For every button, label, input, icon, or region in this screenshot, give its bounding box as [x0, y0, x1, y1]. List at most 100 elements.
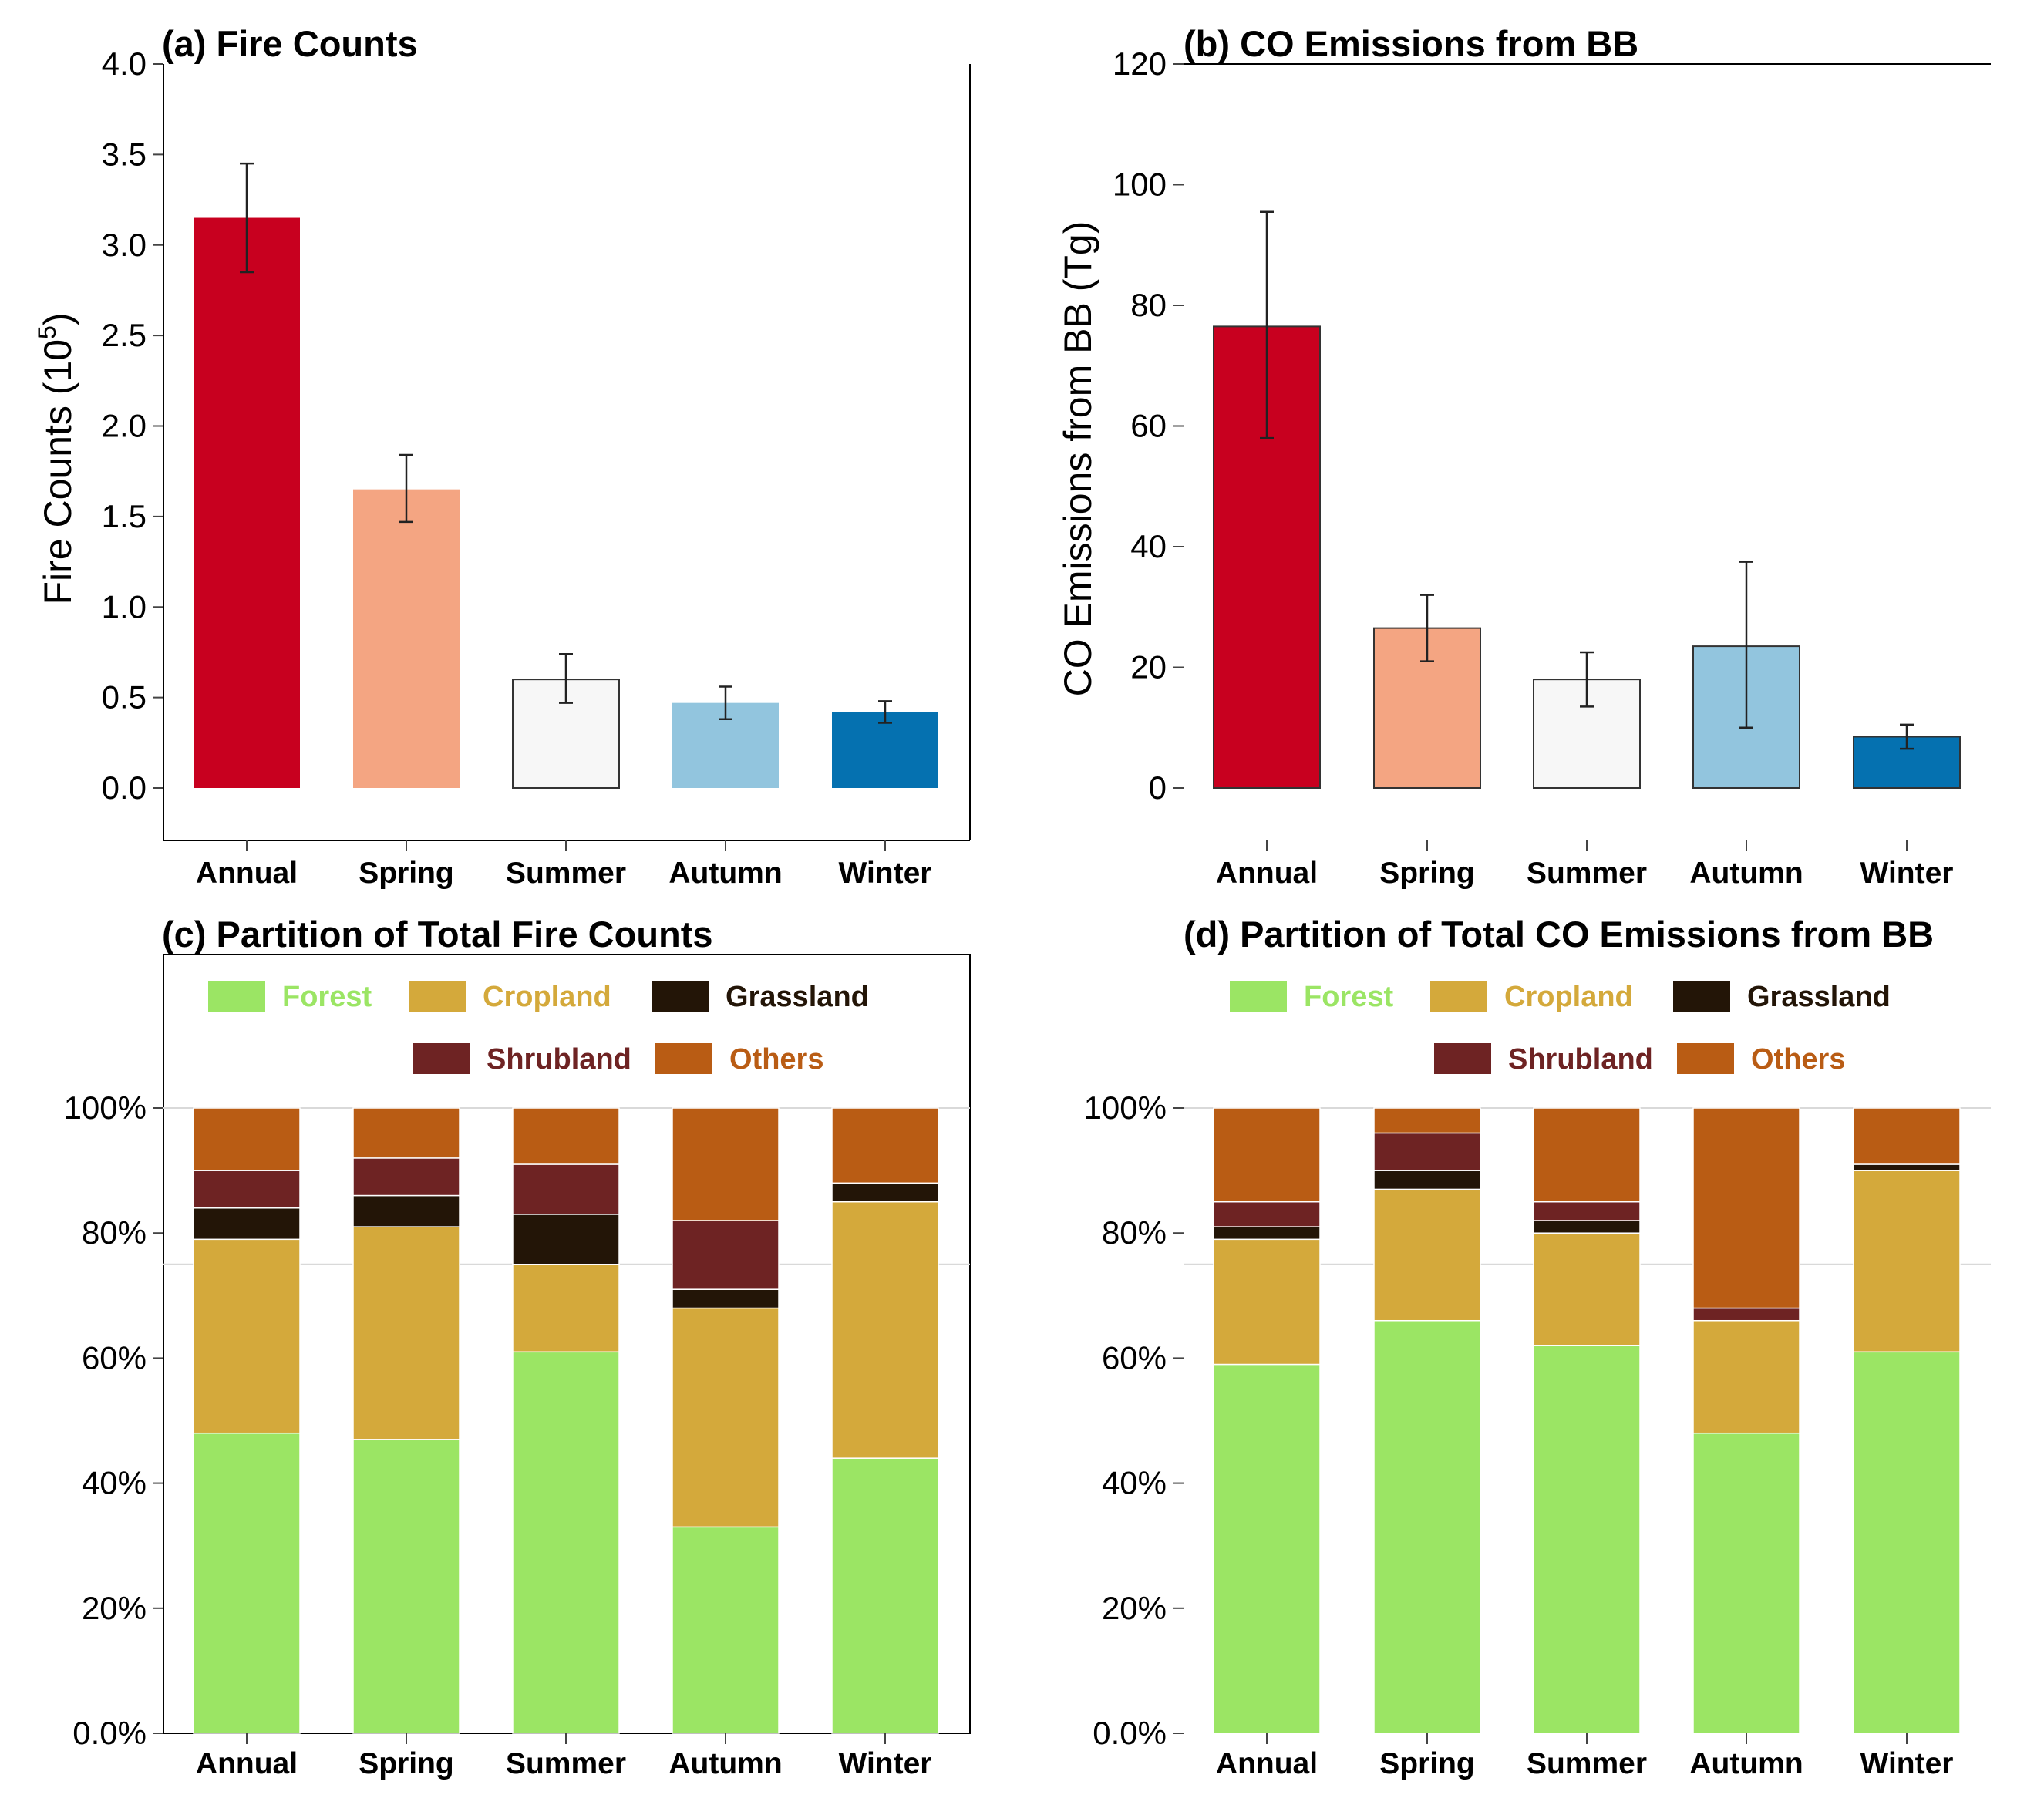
- y-tick-label: 20: [1130, 649, 1167, 685]
- legend-swatch-grassland: [652, 981, 709, 1012]
- legend-label-shrubland: Shrubland: [487, 1043, 631, 1076]
- legend-swatch-grassland: [1673, 981, 1730, 1012]
- panel-a-ylabel: Fire Counts (105): [33, 312, 79, 604]
- legend-swatch-others: [1677, 1043, 1734, 1074]
- y-tick-label: 60: [1130, 408, 1167, 444]
- bar-spring: [353, 489, 460, 788]
- y-tick-label: 80%: [1102, 1214, 1167, 1251]
- y-tick-label: 40%: [1102, 1465, 1167, 1501]
- segment-winter-forest: [831, 1457, 939, 1734]
- segment-winter-others: [1853, 1107, 1961, 1165]
- x-tick-label-autumn: Autumn: [1689, 1747, 1803, 1780]
- legend-label-forest: Forest: [282, 981, 372, 1013]
- y-tick-label: 2.5: [102, 317, 146, 353]
- x-tick-label-winter: Winter: [1860, 857, 1954, 890]
- segment-summer-cropland: [512, 1264, 620, 1353]
- segment-summer-shrubland: [1533, 1201, 1641, 1221]
- y-tick-label: 20%: [1102, 1590, 1167, 1626]
- bar-annual: [194, 217, 300, 789]
- segment-spring-grassland: [1373, 1170, 1481, 1190]
- panel-a-title: (a) Fire Counts: [162, 23, 418, 64]
- y-tick-label: 0: [1149, 769, 1167, 806]
- segment-winter-cropland: [831, 1201, 939, 1459]
- x-tick-label-annual: Annual: [196, 857, 298, 890]
- segment-summer-others: [1533, 1107, 1641, 1203]
- panel-b-chart: 0 20 40 60 80 100 120 Annual Spring Summer Autumn W…: [1113, 45, 1991, 890]
- x-tick-label-annual: Annual: [196, 1747, 298, 1780]
- x-tick-label-summer: Summer: [1527, 1747, 1647, 1780]
- y-tick-label: 1.0: [102, 588, 146, 625]
- segment-annual-shrubland: [193, 1170, 301, 1209]
- legend-label-cropland: Cropland: [483, 981, 611, 1013]
- segment-winter-others: [831, 1107, 939, 1184]
- panel-c-title: (c) Partition of Total Fire Counts: [162, 914, 713, 955]
- x-tick-label-spring: Spring: [359, 1747, 454, 1780]
- segment-spring-others: [1373, 1107, 1481, 1134]
- x-tick-label-winter: Winter: [839, 857, 932, 890]
- y-tick-label: 1.5: [102, 498, 146, 534]
- legend-label-shrubland: Shrubland: [1508, 1043, 1653, 1076]
- segment-annual-others: [1213, 1107, 1321, 1203]
- segment-autumn-others: [672, 1107, 780, 1221]
- segment-autumn-cropland: [1692, 1319, 1800, 1434]
- legend-swatch-forest: [208, 981, 265, 1012]
- legend-label-others: Others: [729, 1043, 823, 1076]
- x-tick-label-annual: Annual: [1216, 857, 1318, 890]
- x-tick-label-annual: Annual: [1216, 1747, 1318, 1780]
- panel-d-chart: Forest Cropland Grassland Shrubland Others 0.…: [1084, 981, 1991, 1780]
- segment-spring-grassland: [352, 1194, 460, 1227]
- segment-spring-forest: [1373, 1319, 1481, 1734]
- legend-swatch-shrubland: [413, 1043, 470, 1074]
- x-tick-label-autumn: Autumn: [1689, 857, 1803, 890]
- y-tick-label: 120: [1113, 45, 1167, 82]
- segment-autumn-shrubland: [1692, 1307, 1800, 1322]
- y-tick-label: 0.5: [102, 679, 146, 716]
- legend-swatch-shrubland: [1434, 1043, 1491, 1074]
- y-tick-label: 100%: [64, 1089, 146, 1126]
- x-tick-label-spring: Spring: [1379, 857, 1475, 890]
- segment-winter-grassland: [1853, 1163, 1961, 1171]
- segment-annual-forest: [193, 1432, 301, 1734]
- segment-spring-shrubland: [352, 1157, 460, 1197]
- segment-annual-shrubland: [1213, 1201, 1321, 1227]
- panel-b-title: (b) CO Emissions from BB: [1184, 23, 1638, 64]
- segment-spring-cropland: [352, 1226, 460, 1440]
- y-tick-label: 0.0: [102, 769, 146, 806]
- x-tick-label-winter: Winter: [1860, 1747, 1954, 1780]
- segment-spring-forest: [352, 1439, 460, 1734]
- segment-autumn-forest: [672, 1526, 780, 1734]
- y-tick-label: 0.0%: [72, 1715, 146, 1751]
- x-tick-label-autumn: Autumn: [668, 1747, 782, 1780]
- legend-swatch-cropland: [409, 981, 466, 1012]
- y-tick-label: 100%: [1084, 1089, 1167, 1126]
- legend-swatch-others: [655, 1043, 712, 1074]
- panel-a-chart: 0.0 0.5 1.0 1.5 2.0 2.5 3.0 3.5 4.0 Annual Spring S…: [102, 45, 971, 890]
- x-tick-label-spring: Spring: [1379, 1747, 1475, 1780]
- segment-annual-grassland: [193, 1207, 301, 1241]
- y-tick-label: 60%: [1102, 1339, 1167, 1376]
- legend-label-grassland: Grassland: [726, 981, 869, 1013]
- y-tick-label: 3.5: [102, 136, 146, 172]
- legend-label-grassland: Grassland: [1747, 981, 1891, 1013]
- segment-summer-forest: [512, 1351, 620, 1734]
- segment-spring-shrubland: [1373, 1132, 1481, 1171]
- y-tick-label: 3.0: [102, 227, 146, 263]
- bar-winter: [832, 712, 938, 788]
- segment-annual-forest: [1213, 1363, 1321, 1734]
- segment-summer-forest: [1533, 1345, 1641, 1734]
- segment-autumn-others: [1692, 1107, 1800, 1309]
- segment-spring-cropland: [1373, 1188, 1481, 1322]
- y-tick-label: 0.0%: [1093, 1715, 1167, 1751]
- x-tick-label-summer: Summer: [506, 1747, 626, 1780]
- segment-summer-grassland: [1533, 1220, 1641, 1234]
- x-tick-label-summer: Summer: [506, 857, 626, 890]
- y-tick-label: 60%: [82, 1339, 146, 1376]
- panel-c-chart: Forest Cropland Grassland Shrubland Others 0.…: [64, 954, 971, 1780]
- segment-autumn-grassland: [672, 1288, 780, 1309]
- y-tick-label: 40%: [82, 1465, 146, 1501]
- segment-summer-shrubland: [512, 1163, 620, 1215]
- segment-winter-forest: [1853, 1351, 1961, 1734]
- panel-b-ylabel: CO Emissions from BB (Tg): [1056, 221, 1099, 697]
- legend-label-cropland: Cropland: [1504, 981, 1633, 1013]
